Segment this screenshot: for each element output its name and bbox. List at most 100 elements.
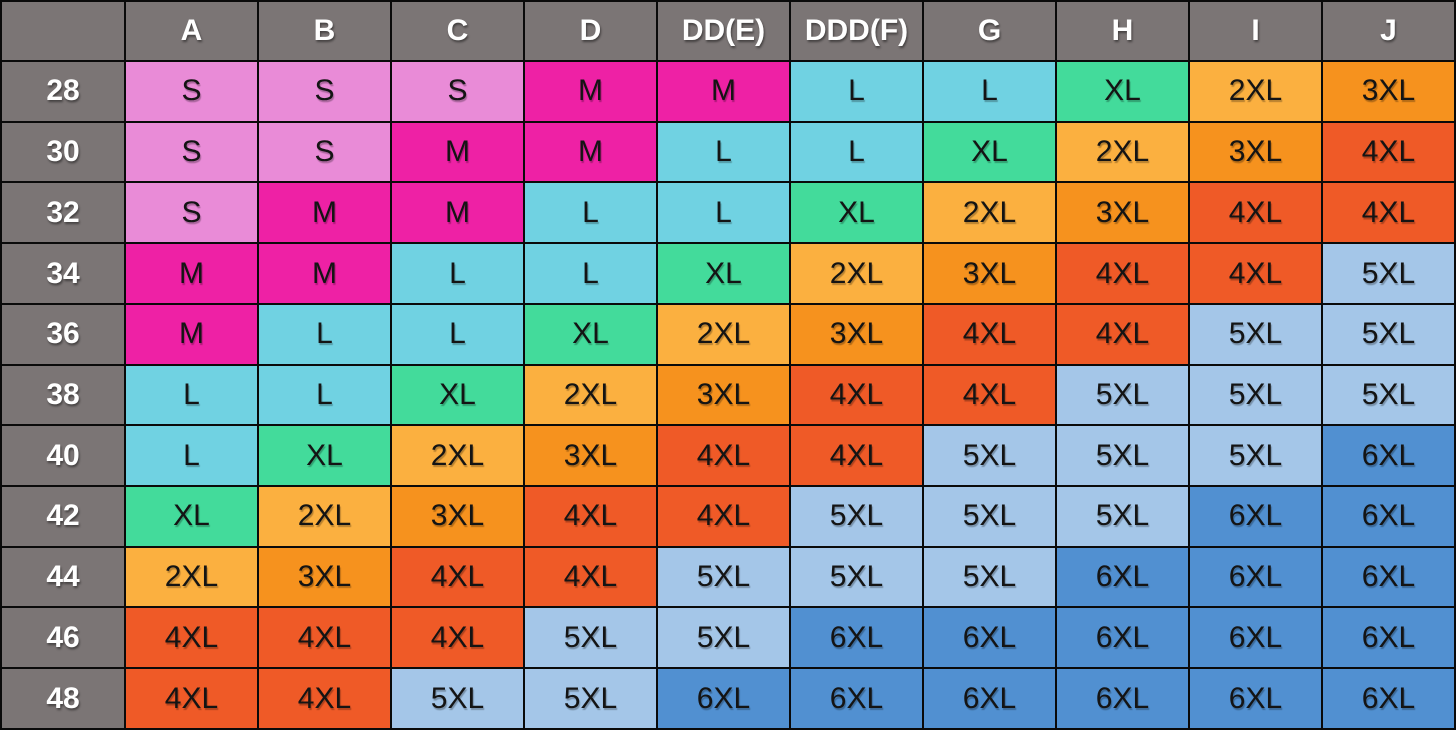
band-size-label: 42 (0, 485, 126, 548)
size-cell: M (124, 242, 259, 305)
table-row: 38 L L XL 2XL 3XL 4XL 4XL 5XL 5XL 5XL (0, 363, 1456, 427)
size-cell: 5XL (656, 545, 791, 609)
size-cell: 4XL (789, 363, 924, 427)
size-cell: 6XL (1321, 485, 1456, 548)
size-cell: XL (789, 181, 924, 245)
size-cell: XL (656, 242, 791, 305)
table-row: 46 4XL 4XL 4XL 5XL 5XL 6XL 6XL 6XL 6XL 6XL (0, 606, 1456, 670)
size-cell: 6XL (1055, 667, 1190, 730)
size-cell: 4XL (1321, 120, 1456, 184)
size-cell: 6XL (1188, 667, 1323, 730)
size-cell: L (390, 302, 525, 366)
size-cell: 4XL (523, 545, 658, 609)
column-header: G (922, 0, 1057, 62)
size-cell: 5XL (1321, 363, 1456, 427)
band-size-label: 34 (0, 242, 126, 305)
size-cell: XL (257, 424, 392, 488)
column-header: J (1321, 0, 1456, 62)
size-cell: 4XL (922, 302, 1057, 366)
size-cell: 2XL (1188, 60, 1323, 123)
size-cell: 5XL (1321, 242, 1456, 305)
table-row: 40 L XL 2XL 3XL 4XL 4XL 5XL 5XL 5XL 6XL (0, 424, 1456, 488)
column-header: C (390, 0, 525, 62)
size-cell: 2XL (523, 363, 658, 427)
size-cell: 4XL (390, 545, 525, 609)
table-row: 28 S S S M M L L XL 2XL 3XL (0, 60, 1456, 123)
band-size-label: 48 (0, 667, 126, 730)
size-cell: S (124, 181, 259, 245)
size-cell: 4XL (1055, 302, 1190, 366)
size-cell: 4XL (257, 667, 392, 730)
size-cell: M (390, 120, 525, 184)
size-cell: 4XL (789, 424, 924, 488)
size-cell: 6XL (1321, 667, 1456, 730)
size-cell: 4XL (124, 606, 259, 670)
size-cell: 3XL (523, 424, 658, 488)
size-cell: 2XL (390, 424, 525, 488)
size-cell: L (656, 181, 791, 245)
band-size-label: 40 (0, 424, 126, 488)
size-cell: 5XL (1188, 302, 1323, 366)
table-row: 30 S S M M L L XL 2XL 3XL 4XL (0, 120, 1456, 184)
size-cell: 6XL (1321, 424, 1456, 488)
band-size-label: 46 (0, 606, 126, 670)
header-row: A B C D DD(E) DDD(F) G H I J (0, 0, 1456, 62)
size-cell: L (257, 363, 392, 427)
size-cell: L (257, 302, 392, 366)
size-cell: 3XL (1188, 120, 1323, 184)
band-size-label: 32 (0, 181, 126, 245)
size-cell: 5XL (656, 606, 791, 670)
size-cell: M (390, 181, 525, 245)
size-cell: 6XL (1055, 606, 1190, 670)
size-cell: M (523, 60, 658, 123)
table-row: 44 2XL 3XL 4XL 4XL 5XL 5XL 5XL 6XL 6XL 6XL (0, 545, 1456, 609)
column-header: DD(E) (656, 0, 791, 62)
band-size-label: 38 (0, 363, 126, 427)
table-row: 42 XL 2XL 3XL 4XL 4XL 5XL 5XL 5XL 6XL 6XL (0, 485, 1456, 548)
size-cell: 2XL (656, 302, 791, 366)
size-cell: XL (922, 120, 1057, 184)
size-cell: 6XL (1321, 606, 1456, 670)
size-cell: 6XL (1055, 545, 1190, 609)
table-row: 36 M L L XL 2XL 3XL 4XL 4XL 5XL 5XL (0, 302, 1456, 366)
size-cell: 5XL (523, 667, 658, 730)
size-cell: 4XL (390, 606, 525, 670)
column-header: H (1055, 0, 1190, 62)
size-cell: 6XL (1188, 606, 1323, 670)
size-cell: 5XL (922, 424, 1057, 488)
size-cell: 5XL (1188, 424, 1323, 488)
size-cell: 4XL (1188, 242, 1323, 305)
size-cell: 6XL (922, 667, 1057, 730)
size-cell: XL (1055, 60, 1190, 123)
size-cell: L (523, 181, 658, 245)
size-cell: 6XL (1188, 485, 1323, 548)
size-cell: XL (523, 302, 658, 366)
size-cell: L (124, 424, 259, 488)
size-cell: 5XL (390, 667, 525, 730)
size-cell: 2XL (257, 485, 392, 548)
size-cell: 5XL (922, 485, 1057, 548)
size-cell: 3XL (390, 485, 525, 548)
size-cell: 4XL (124, 667, 259, 730)
size-cell: M (124, 302, 259, 366)
size-cell: 2XL (1055, 120, 1190, 184)
size-cell: 5XL (1321, 302, 1456, 366)
size-cell: L (656, 120, 791, 184)
size-cell: M (257, 181, 392, 245)
table-row: 32 S M M L L XL 2XL 3XL 4XL 4XL (0, 181, 1456, 245)
size-cell: 4XL (656, 485, 791, 548)
size-cell: 4XL (1321, 181, 1456, 245)
table-row: 34 M M L L XL 2XL 3XL 4XL 4XL 5XL (0, 242, 1456, 305)
table-row: 48 4XL 4XL 5XL 5XL 6XL 6XL 6XL 6XL 6XL 6XL (0, 667, 1456, 730)
corner-cell (0, 0, 126, 62)
band-size-label: 28 (0, 60, 126, 123)
size-cell: 2XL (124, 545, 259, 609)
size-cell: 5XL (922, 545, 1057, 609)
size-cell: 4XL (1188, 181, 1323, 245)
size-cell: 4XL (523, 485, 658, 548)
size-cell: 5XL (1055, 485, 1190, 548)
size-cell: M (257, 242, 392, 305)
size-cell: 5XL (789, 545, 924, 609)
size-cell: S (124, 60, 259, 123)
size-cell: 6XL (789, 606, 924, 670)
